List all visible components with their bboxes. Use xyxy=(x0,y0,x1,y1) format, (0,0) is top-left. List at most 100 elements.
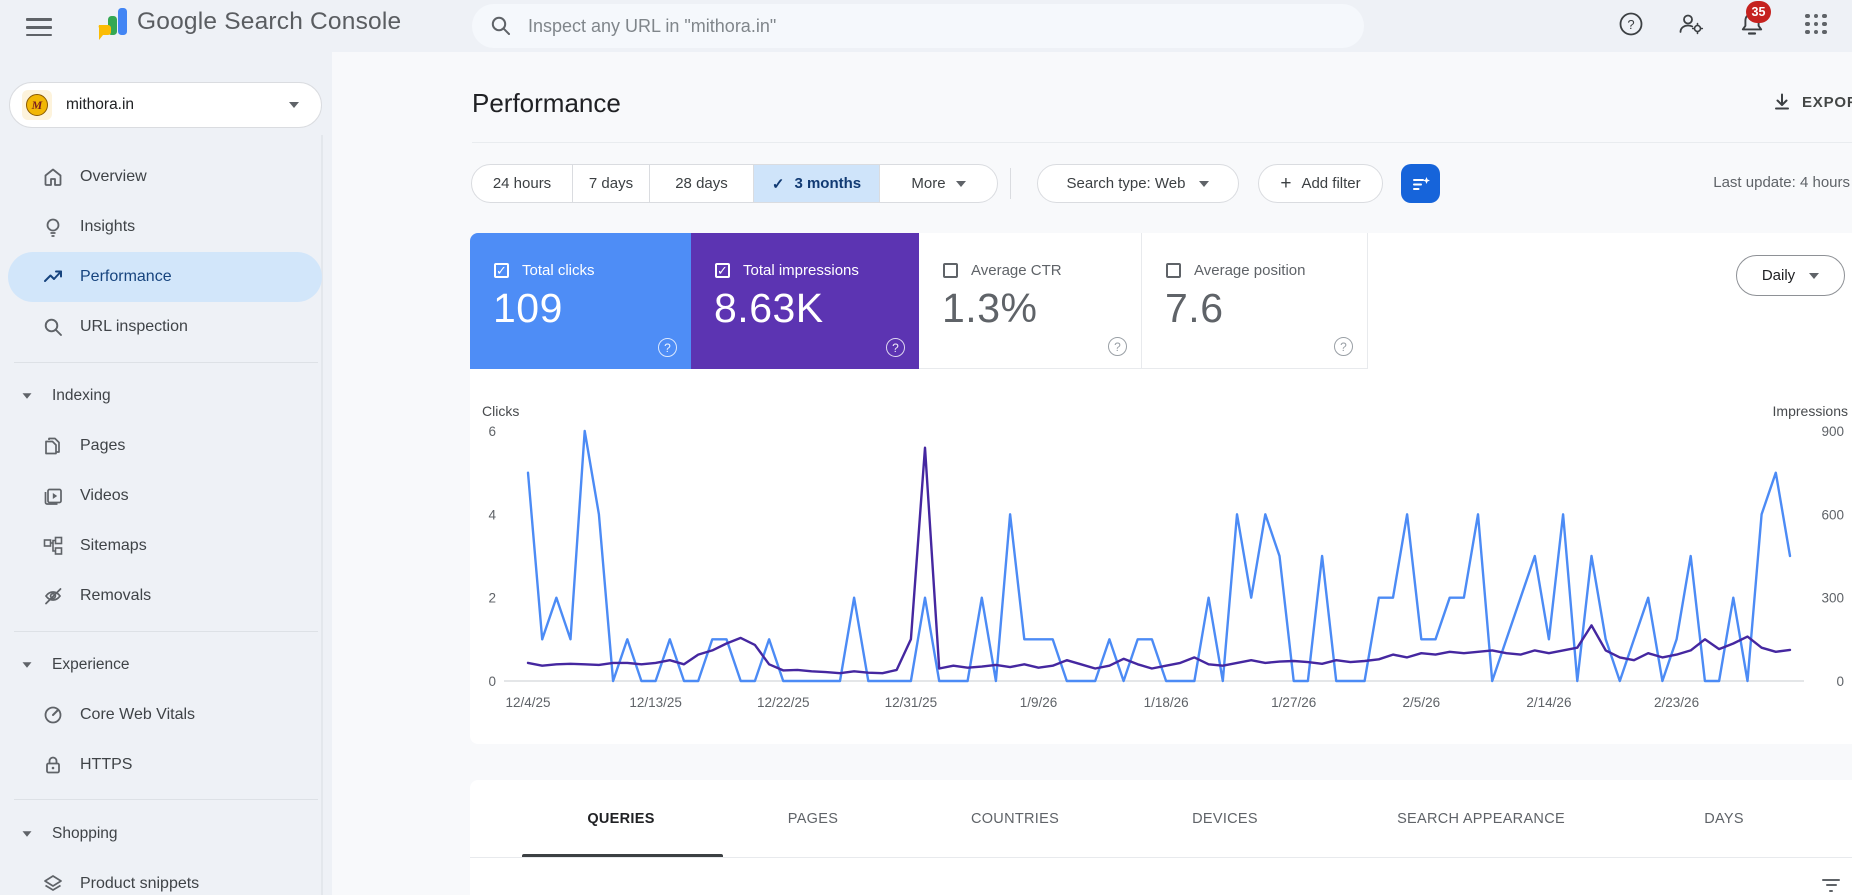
chevron-down-icon xyxy=(1809,272,1820,279)
checkbox-checked-icon[interactable]: ✓ xyxy=(494,263,509,278)
sidebar-item-core-web-vitals[interactable]: Core Web Vitals xyxy=(8,690,322,740)
sidebar-item-product-snippets[interactable]: Product snippets xyxy=(8,859,322,895)
layers-icon xyxy=(44,875,62,891)
svg-text:12/22/25: 12/22/25 xyxy=(757,695,810,710)
sidebar-section-experience[interactable]: Experience xyxy=(0,644,322,686)
help-icon[interactable]: ? xyxy=(886,338,905,357)
metric-card-average-ctr[interactable]: Average CTR 1.3% ? xyxy=(919,233,1142,369)
active-tab-underline xyxy=(522,854,723,857)
sidebar-section-indexing[interactable]: Indexing xyxy=(0,375,322,417)
chevron-down-icon xyxy=(289,102,299,108)
lock-icon xyxy=(46,756,60,774)
granularity-dropdown[interactable]: Daily xyxy=(1736,255,1845,296)
clicks-impressions-line-chart[interactable]: Clicks Impressions 0 2 4 6 0 300 600 900 12/4/25 12… xyxy=(470,400,1852,720)
tab-pages[interactable]: PAGES xyxy=(787,810,839,827)
dimension-tabs-panel: QUERIES PAGES COUNTRIES DEVICES SEARCH A… xyxy=(470,780,1852,895)
sidebar-item-pages[interactable]: Pages xyxy=(8,421,322,471)
user-settings-icon[interactable] xyxy=(1675,8,1707,40)
sitemap-icon xyxy=(43,536,63,555)
add-filter-button[interactable]: + Add filter xyxy=(1258,164,1383,203)
sidebar-item-performance[interactable]: Performance xyxy=(8,252,322,302)
svg-text:6: 6 xyxy=(488,424,496,439)
help-icon[interactable]: ? xyxy=(1615,8,1647,40)
metric-value: 109 xyxy=(493,285,563,331)
checkbox-unchecked-icon[interactable] xyxy=(1166,263,1181,278)
tab-countries[interactable]: COUNTRIES xyxy=(970,810,1060,827)
svg-text:12/13/25: 12/13/25 xyxy=(629,695,682,710)
search-icon xyxy=(491,16,510,35)
video-icon xyxy=(44,488,62,505)
metric-value: 8.63K xyxy=(714,285,824,331)
property-avatar: M xyxy=(22,90,52,120)
date-range-3-months[interactable]: ✓ 3 months xyxy=(754,165,880,202)
sidebar-section-shopping[interactable]: Shopping xyxy=(0,813,322,855)
magnifier-icon xyxy=(44,318,62,336)
sidebar-scrollbar[interactable] xyxy=(321,135,323,895)
chevron-down-icon xyxy=(1199,180,1210,187)
svg-text:Clicks: Clicks xyxy=(482,403,519,419)
sidebar-item-url-inspection[interactable]: URL inspection xyxy=(8,302,322,352)
url-inspection-search-bar[interactable] xyxy=(472,4,1364,48)
sidebar-item-insights[interactable]: Insights xyxy=(8,202,322,252)
date-range-24-hours[interactable]: 24 hours xyxy=(472,165,573,202)
svg-text:1/27/26: 1/27/26 xyxy=(1271,695,1316,710)
download-icon xyxy=(1775,93,1789,110)
ai-filter-button[interactable] xyxy=(1401,164,1440,203)
app-title: Google Search Console xyxy=(137,8,402,35)
table-filter-icon[interactable] xyxy=(1822,875,1840,895)
home-icon xyxy=(44,168,62,186)
svg-text:2/23/26: 2/23/26 xyxy=(1654,695,1699,710)
svg-text:?: ? xyxy=(1627,17,1634,32)
svg-text:4: 4 xyxy=(488,507,496,522)
checkbox-unchecked-icon[interactable] xyxy=(943,263,958,278)
export-button[interactable]: EXPORT xyxy=(1772,92,1852,112)
help-icon[interactable]: ? xyxy=(658,338,677,357)
sidebar-divider xyxy=(14,799,318,800)
svg-text:12/4/25: 12/4/25 xyxy=(505,695,550,710)
eye-off-icon xyxy=(44,588,62,605)
sidebar-item-overview[interactable]: Overview xyxy=(8,152,322,202)
svg-text:12/31/25: 12/31/25 xyxy=(885,695,938,710)
chevron-down-icon xyxy=(955,180,966,187)
notification-badge: 35 xyxy=(1746,1,1771,23)
metric-card-average-position[interactable]: Average position 7.6 ? xyxy=(1142,233,1368,369)
search-input[interactable] xyxy=(528,15,1328,37)
google-apps-grid-icon[interactable] xyxy=(1800,8,1832,40)
svg-text:Impressions: Impressions xyxy=(1773,403,1848,419)
metric-card-total-clicks[interactable]: ✓ Total clicks 109 ? xyxy=(470,233,691,369)
tab-queries[interactable]: QUERIES xyxy=(587,810,655,827)
sidebar-item-label: URL inspection xyxy=(80,318,188,335)
metric-card-total-impressions[interactable]: ✓ Total impressions 8.63K ? xyxy=(691,233,919,369)
divider xyxy=(470,857,1852,858)
plus-icon: + xyxy=(1280,172,1292,194)
svg-text:1/18/26: 1/18/26 xyxy=(1144,695,1189,710)
property-selector[interactable]: M mithora.in xyxy=(9,82,322,128)
sparkle-filter-icon xyxy=(1412,176,1430,190)
sidebar-item-label: Overview xyxy=(80,168,147,185)
last-update-text: Last update: 4 hours xyxy=(1713,174,1850,191)
date-range-28-days[interactable]: 28 days xyxy=(650,165,754,202)
checkbox-checked-icon[interactable]: ✓ xyxy=(715,263,730,278)
date-range-7-days[interactable]: 7 days xyxy=(573,165,650,202)
svg-text:1/9/26: 1/9/26 xyxy=(1020,695,1058,710)
tab-search-appearance[interactable]: SEARCH APPEARANCE xyxy=(1397,810,1565,827)
tab-days[interactable]: DAYS xyxy=(1704,810,1744,827)
sidebar-item-videos[interactable]: Videos xyxy=(8,471,322,521)
help-icon[interactable]: ? xyxy=(1108,337,1127,356)
help-icon[interactable]: ? xyxy=(1334,337,1353,356)
menu-icon[interactable] xyxy=(26,13,52,37)
lightbulb-icon xyxy=(46,218,60,237)
svg-text:0: 0 xyxy=(488,674,496,689)
tab-devices[interactable]: DEVICES xyxy=(1192,810,1258,827)
search-type-filter[interactable]: Search type: Web xyxy=(1037,164,1239,203)
svg-text:300: 300 xyxy=(1821,591,1844,606)
sidebar-item-removals[interactable]: Removals xyxy=(8,571,322,621)
svg-text:2/5/26: 2/5/26 xyxy=(1403,695,1441,710)
sidebar-item-https[interactable]: HTTPS xyxy=(8,740,322,790)
sidebar-item-sitemaps[interactable]: Sitemaps xyxy=(8,521,322,571)
speedometer-icon xyxy=(44,706,62,724)
svg-text:2/14/26: 2/14/26 xyxy=(1526,695,1571,710)
date-range-more-dropdown[interactable]: More xyxy=(880,165,997,202)
page-title: Performance xyxy=(472,88,621,118)
